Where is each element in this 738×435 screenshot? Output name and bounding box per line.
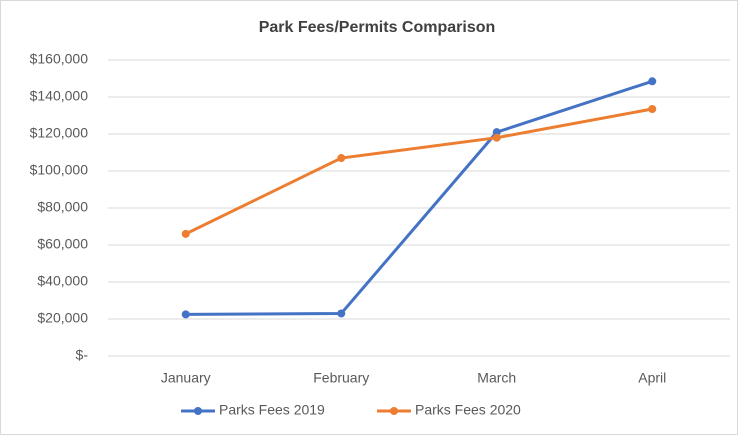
data-point <box>648 105 657 114</box>
data-point <box>181 310 190 319</box>
y-tick-label: $120,000 <box>30 125 89 141</box>
legend-marker <box>390 407 398 415</box>
legend-label: Parks Fees 2020 <box>415 402 521 418</box>
x-tick-label: February <box>313 370 369 386</box>
x-tick-label: January <box>161 370 211 386</box>
y-tick-label: $100,000 <box>30 162 89 178</box>
data-point <box>337 309 346 318</box>
data-point <box>181 229 190 238</box>
legend-label: Parks Fees 2019 <box>219 402 325 418</box>
data-point <box>492 128 501 137</box>
x-tick-label: March <box>477 370 516 386</box>
y-tick-label: $- <box>76 347 89 363</box>
data-point <box>648 77 657 86</box>
chart-title: Park Fees/Permits Comparison <box>259 19 496 36</box>
y-tick-label: $60,000 <box>37 236 88 252</box>
series-line <box>185 79 653 316</box>
series-line <box>185 107 653 236</box>
y-tick-label: $140,000 <box>30 88 89 104</box>
legend-marker <box>194 407 202 415</box>
y-tick-label: $20,000 <box>37 310 88 326</box>
y-tick-label: $80,000 <box>37 199 88 215</box>
data-point <box>337 154 346 163</box>
y-tick-label: $160,000 <box>30 51 89 67</box>
y-tick-label: $40,000 <box>37 273 88 289</box>
data-point <box>492 133 501 142</box>
x-tick-label: April <box>638 370 666 386</box>
